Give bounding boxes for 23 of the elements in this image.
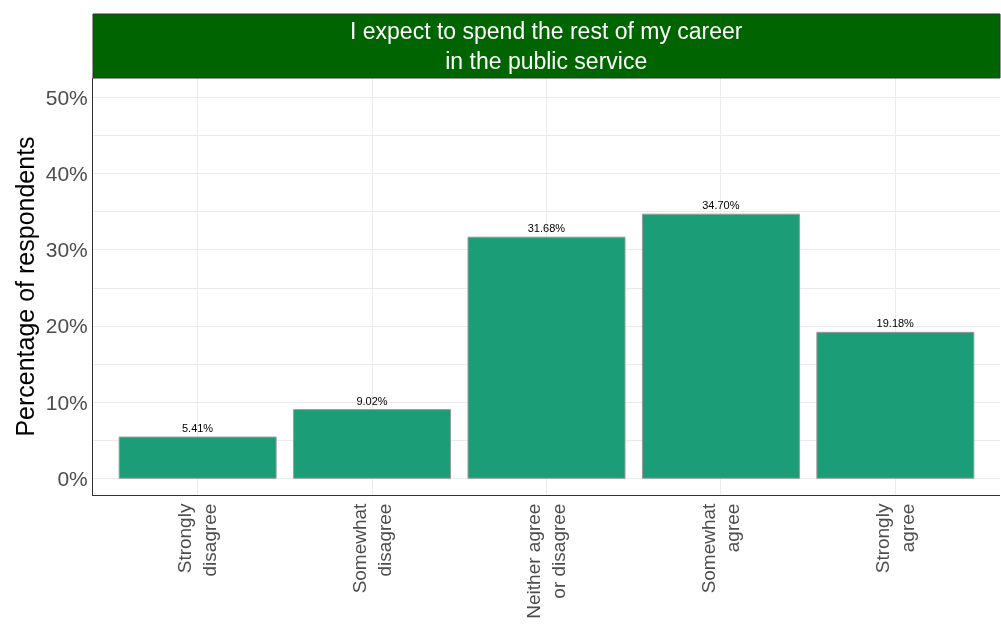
data-label: 19.18% [876,317,915,330]
x-tick-label: Neither agree or disagree [523,503,570,619]
bar [118,436,277,479]
y-tick-label: 0% [57,466,88,490]
y-tick-label: 40% [45,162,88,186]
x-tick-label: Strongly disagree [174,503,221,577]
y-tick-label: 50% [45,86,88,110]
bar [467,236,626,479]
x-tick-label: Strongly agree [872,503,918,574]
bar [641,213,800,479]
data-label: 5.41% [181,422,214,435]
data-label: 9.02% [356,394,388,407]
bar [816,331,975,479]
y-axis-title: Percentage of respondents [10,136,39,437]
data-label: 31.68% [527,222,566,235]
y-tick-label: 30% [45,238,88,262]
y-tick-label: 20% [45,314,88,338]
x-tick-label: Somewhat agree [697,502,744,594]
x-tick-label: Somewhat disagree [348,502,395,594]
bar [293,409,452,479]
data-label: 34.70% [702,199,740,212]
y-tick-label: 10% [45,390,88,414]
chart-title: I expect to spend the rest of my career in the public service [350,18,743,74]
